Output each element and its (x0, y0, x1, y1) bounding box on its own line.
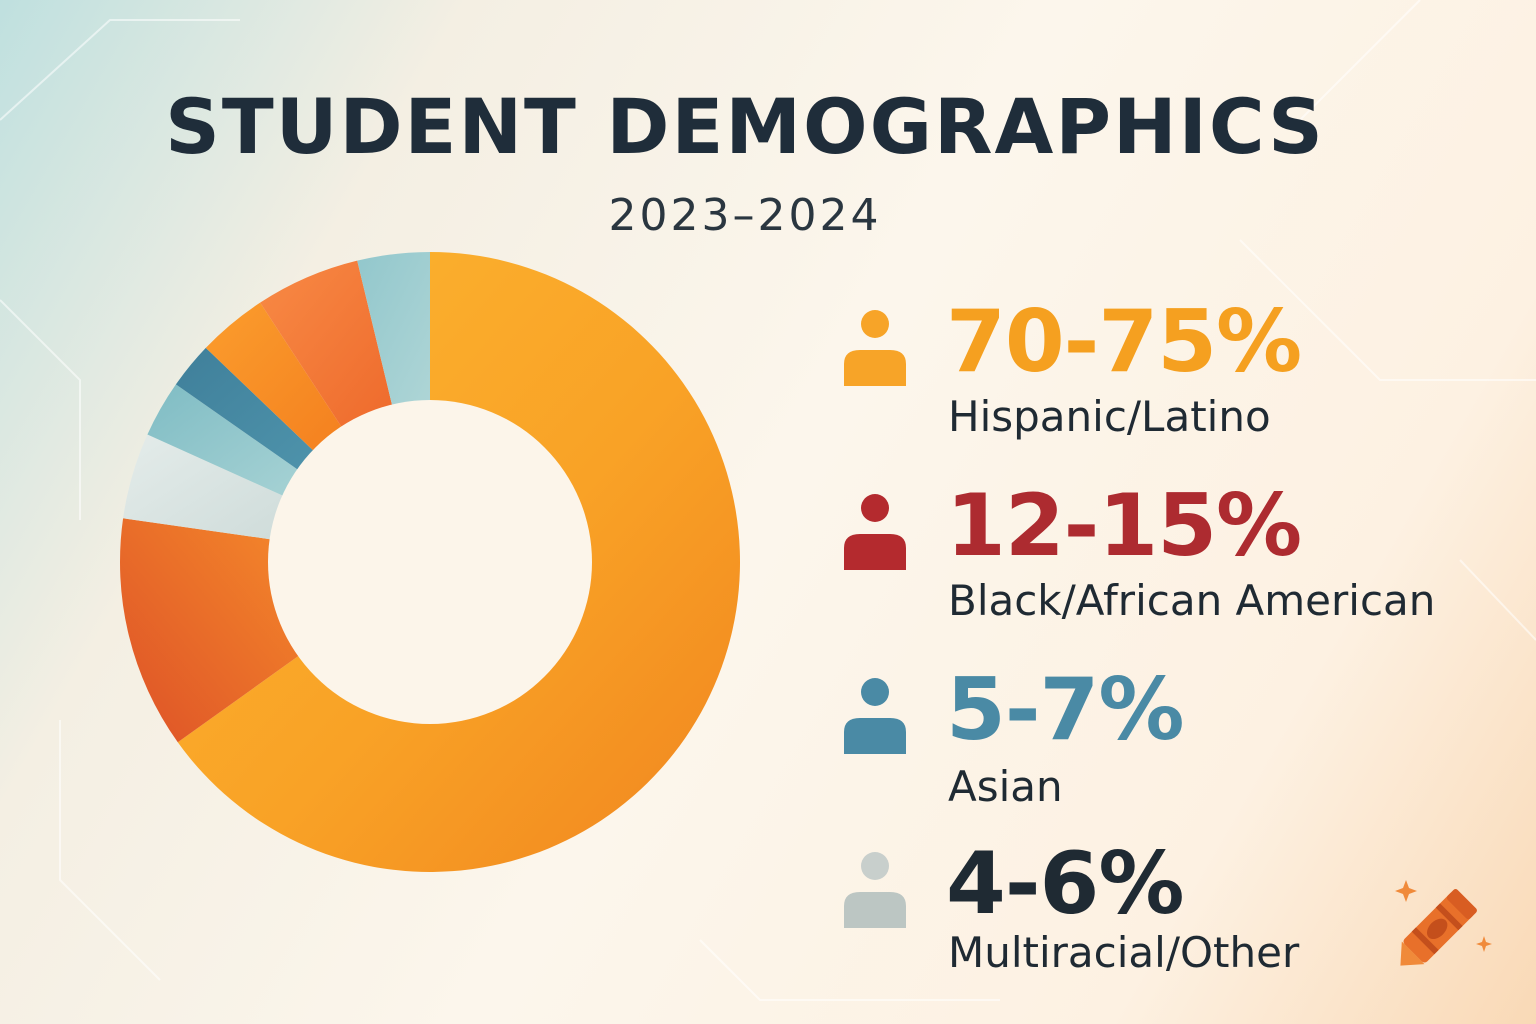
legend-value-black: 12-15% (946, 476, 1302, 576)
slice-asian-light (147, 384, 299, 497)
slice-asian-teal (357, 252, 430, 407)
legend-value-multiracial: 4-6% (946, 834, 1185, 934)
person-icon (844, 310, 906, 386)
donut-hole (268, 400, 592, 724)
legend-value-asian: 5-7% (946, 660, 1185, 760)
slice-hispanic (177, 252, 740, 872)
slice-black-coral (260, 260, 393, 429)
legend-value-hispanic: 70-75% (946, 292, 1302, 392)
slice-black (119, 518, 300, 743)
slice-multiracial (123, 434, 285, 540)
legend-label-hispanic: Hispanic/Latino (948, 392, 1271, 441)
page-title: STUDENT DEMOGRAPHICS (165, 82, 1325, 171)
person-icon (844, 494, 906, 570)
legend-label-asian: Asian (948, 762, 1063, 811)
legend-label-multiracial: Multiracial/Other (948, 928, 1300, 977)
legend-label-black: Black/African American (948, 576, 1436, 625)
crayon-icon (1395, 880, 1492, 966)
person-icon (844, 852, 906, 928)
page-subtitle: 2023–2024 (608, 190, 882, 241)
slice-asian-dark (175, 347, 315, 471)
person-icon (844, 678, 906, 754)
slice-black-amber (205, 302, 343, 452)
